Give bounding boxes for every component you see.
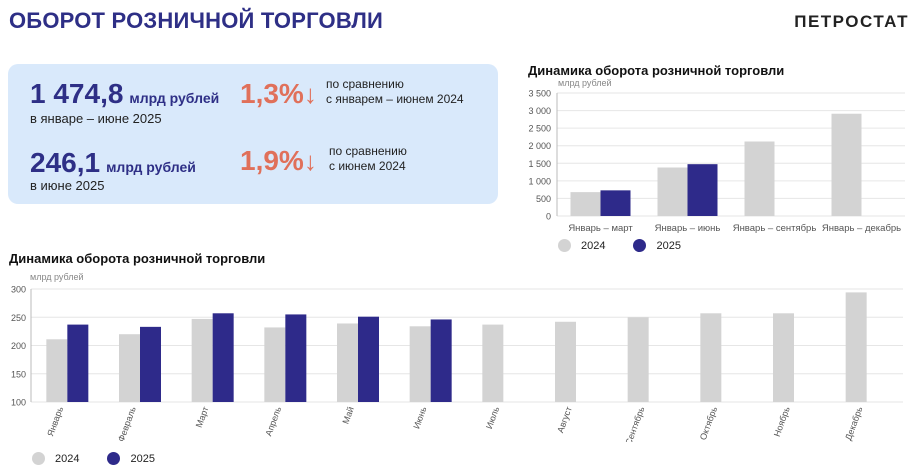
legend-2025-label: 2025: [130, 452, 155, 465]
chart1-legend: 2024 2025: [558, 239, 681, 252]
month-value-number: 246,1: [30, 147, 101, 178]
y-tick-label: 2 500: [528, 124, 551, 134]
bar-2025: [600, 190, 631, 216]
bar-2024: [191, 318, 213, 402]
bar-2024: [845, 292, 867, 402]
bar-2025: [285, 314, 307, 402]
legend-2024-label: 2024: [55, 452, 80, 465]
legend-2025-swatch: [107, 452, 121, 465]
bar-2024: [337, 323, 358, 402]
y-tick-label: 300: [11, 285, 26, 295]
bar-2024: [657, 167, 688, 216]
x-tick-label: Сентябрь: [623, 405, 646, 442]
bar-2024: [831, 113, 862, 216]
bar-2024: [700, 313, 722, 402]
x-tick-label: Май: [340, 405, 355, 425]
ytd-compare: по сравнению с январем – июнем 2024: [326, 77, 464, 107]
chart2-ylabel: млрд рублей: [30, 272, 84, 282]
bar-2024: [627, 317, 649, 402]
x-tick-label: Январь – декабрь: [822, 223, 901, 234]
bar-2024: [46, 339, 68, 402]
legend-2024-label: 2024: [581, 239, 606, 252]
legend-2025-label: 2025: [656, 239, 681, 252]
x-tick-label: Декабрь: [843, 405, 865, 442]
bar-2025: [430, 319, 452, 402]
bar-2024: [773, 313, 794, 402]
chart2-legend: 2024 2025: [32, 452, 155, 465]
ytd-compare-line1: по сравнению: [326, 77, 404, 91]
ytd-value-unit: млрд рублей: [129, 90, 220, 106]
y-tick-label: 0: [546, 212, 551, 222]
y-tick-label: 250: [11, 313, 26, 323]
month-period: в июне 2025: [30, 178, 105, 193]
down-arrow-icon: ↓: [303, 146, 317, 176]
legend-2024-swatch: [32, 452, 45, 465]
x-tick-label: Август: [555, 405, 574, 434]
bar-2024: [555, 321, 576, 402]
chart1-title: Динамика оборота розничной торговли: [528, 63, 785, 78]
y-tick-label: 3 000: [528, 106, 551, 116]
y-tick-label: 150: [11, 369, 26, 379]
ytd-change-value: 1,3%: [240, 78, 304, 109]
y-tick-label: 3 500: [528, 89, 551, 99]
bar-2025: [358, 316, 379, 402]
bar-2024: [264, 327, 286, 402]
legend-2025-swatch: [633, 239, 647, 252]
y-tick-label: 500: [536, 194, 551, 204]
month-change: 1,9%↓: [240, 145, 317, 177]
chart-monthly: 100 150 200 250 300 Январь Февраль Март Апрель Ма…: [11, 285, 903, 442]
chart-cumulative: 0 500 1 000 1 500 2 000 2 500 3 000 3 500 Январь…: [528, 89, 905, 234]
x-tick-label: Октябрь: [698, 405, 719, 441]
y-tick-label: 2 000: [528, 141, 551, 151]
y-tick-label: 200: [11, 341, 26, 351]
chart1-ylabel: млрд рублей: [558, 78, 612, 88]
x-tick-label: Ноябрь: [772, 405, 792, 438]
x-tick-label: Январь – июнь: [655, 223, 721, 234]
ytd-compare-line2: с январем – июнем 2024: [326, 92, 464, 106]
month-value: 246,1 млрд рублей: [30, 147, 196, 179]
ytd-period: в январе – июне 2025: [30, 111, 162, 126]
legend-2024-swatch: [558, 239, 571, 252]
x-tick-label: Март: [194, 405, 211, 429]
ytd-change: 1,3%↓: [240, 78, 317, 110]
bar-2024: [409, 326, 431, 402]
bar-2025: [67, 324, 89, 402]
page-title: ОБОРОТ РОЗНИЧНОЙ ТОРГОВЛИ: [9, 8, 384, 33]
x-tick-label: Январь: [45, 405, 65, 438]
month-compare: по сравнению с июнем 2024: [329, 144, 407, 174]
bar-2024: [119, 334, 140, 402]
x-tick-label: Январь – сентябрь: [733, 223, 817, 234]
down-arrow-icon: ↓: [303, 79, 317, 109]
bar-2024: [744, 141, 775, 216]
bar-2024: [570, 192, 601, 216]
bar-2024: [482, 324, 504, 402]
y-tick-label: 1 500: [528, 159, 551, 169]
ytd-value: 1 474,8 млрд рублей: [30, 78, 219, 110]
y-tick-label: 1 000: [528, 176, 551, 186]
x-tick-label: Июль: [484, 405, 501, 430]
brand-logo: ПЕТРОСТАТ: [794, 12, 909, 31]
bar-2025: [212, 313, 234, 402]
x-tick-label: Январь – март: [568, 223, 633, 234]
month-compare-line2: с июнем 2024: [329, 159, 406, 173]
month-compare-line1: по сравнению: [329, 144, 407, 158]
bar-2025: [140, 326, 161, 402]
x-tick-label: Апрель: [263, 405, 283, 437]
month-value-unit: млрд рублей: [106, 159, 196, 175]
ytd-value-number: 1 474,8: [30, 78, 124, 109]
x-tick-label: Февраль: [116, 405, 138, 442]
chart2-title: Динамика оборота розничной торговли: [9, 251, 266, 266]
summary-panel: 1 474,8 млрд рублей в январе – июне 2025 …: [8, 64, 498, 204]
x-tick-label: Июнь: [411, 405, 428, 430]
month-change-value: 1,9%: [240, 145, 304, 176]
bar-2025: [687, 164, 718, 216]
y-tick-label: 100: [11, 398, 26, 408]
